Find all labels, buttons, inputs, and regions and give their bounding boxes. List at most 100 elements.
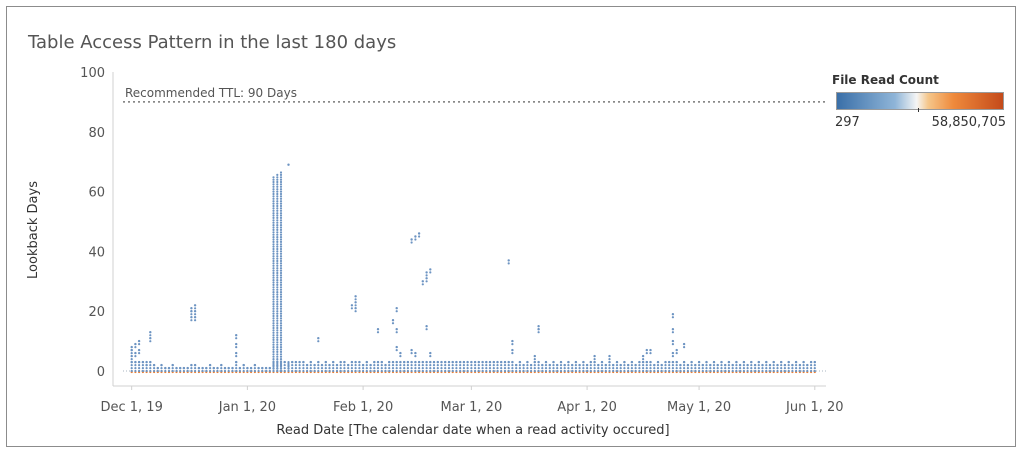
data-point [660, 369, 663, 373]
data-point [425, 271, 428, 274]
data-point [358, 360, 361, 364]
data-point [134, 364, 137, 367]
data-point [272, 346, 275, 349]
data-point [436, 367, 439, 370]
data-point [365, 364, 368, 367]
data-point [410, 241, 413, 244]
data-point [727, 360, 731, 364]
data-point [757, 369, 760, 373]
data-point [231, 369, 234, 373]
data-point [414, 238, 417, 241]
data-point [604, 367, 607, 370]
data-point [544, 364, 548, 367]
data-point [335, 363, 339, 367]
data-point [414, 235, 417, 238]
data-point [279, 178, 283, 181]
data-point [388, 360, 391, 364]
data-point [750, 364, 753, 367]
data-point [279, 365, 283, 368]
data-point [623, 367, 626, 370]
data-point [421, 369, 424, 373]
data-point [362, 367, 365, 370]
data-point [272, 336, 275, 339]
data-point [436, 364, 439, 367]
data-point [272, 224, 275, 227]
data-point [544, 369, 548, 373]
data-point [276, 310, 279, 313]
data-point [421, 280, 424, 283]
data-point [679, 367, 682, 370]
data-point [350, 364, 353, 367]
data-point [425, 367, 428, 370]
data-point [332, 369, 335, 373]
data-point [208, 363, 212, 367]
data-point [425, 328, 428, 331]
data-point [496, 369, 499, 373]
data-point [279, 283, 283, 286]
data-point [227, 369, 230, 373]
data-point [145, 360, 148, 364]
data-point [373, 364, 376, 367]
legend-max-label: 58,850,705 [931, 115, 1006, 130]
data-point [190, 319, 193, 322]
data-point [193, 363, 197, 367]
data-point [638, 369, 641, 373]
data-point [418, 369, 421, 373]
data-point [503, 364, 507, 367]
data-point [634, 363, 637, 367]
data-point [511, 360, 514, 364]
data-point [668, 369, 671, 373]
data-point [253, 363, 257, 367]
data-point [279, 245, 283, 248]
data-point [645, 352, 648, 355]
data-point [787, 364, 790, 367]
data-point [593, 367, 596, 370]
data-point [432, 360, 436, 364]
data-point [313, 363, 316, 367]
data-point [276, 317, 279, 320]
data-point [350, 369, 353, 373]
data-point [455, 369, 458, 373]
data-point [272, 350, 275, 353]
data-point [197, 369, 200, 373]
data-point [421, 283, 424, 286]
data-point [765, 364, 768, 367]
data-point [276, 173, 279, 176]
data-point [130, 364, 133, 367]
data-point [279, 300, 283, 303]
data-point [698, 369, 701, 373]
data-point [272, 360, 275, 363]
data-point [272, 188, 275, 191]
data-point [291, 367, 294, 370]
data-point [582, 367, 585, 370]
data-point [459, 364, 462, 367]
data-point [731, 369, 734, 373]
data-point [369, 369, 372, 373]
data-point [250, 369, 253, 373]
data-point [276, 197, 279, 200]
data-point [272, 252, 275, 255]
data-point [145, 369, 148, 373]
data-point [477, 364, 480, 367]
data-point [279, 262, 283, 265]
data-point [597, 363, 600, 367]
data-point [276, 185, 279, 188]
data-point [376, 331, 380, 334]
data-point [459, 369, 462, 373]
data-point [272, 353, 275, 356]
data-point [279, 243, 283, 246]
data-point [190, 307, 193, 310]
data-point [268, 369, 271, 373]
data-point [276, 247, 279, 251]
data-point [496, 367, 499, 370]
data-point [768, 369, 772, 373]
data-point [511, 367, 514, 370]
data-point [537, 367, 540, 370]
data-point [272, 226, 275, 229]
data-point [302, 364, 305, 367]
data-point [630, 360, 634, 364]
data-point [671, 369, 675, 373]
data-point [675, 369, 678, 373]
data-point [272, 331, 275, 334]
data-point [619, 369, 622, 373]
